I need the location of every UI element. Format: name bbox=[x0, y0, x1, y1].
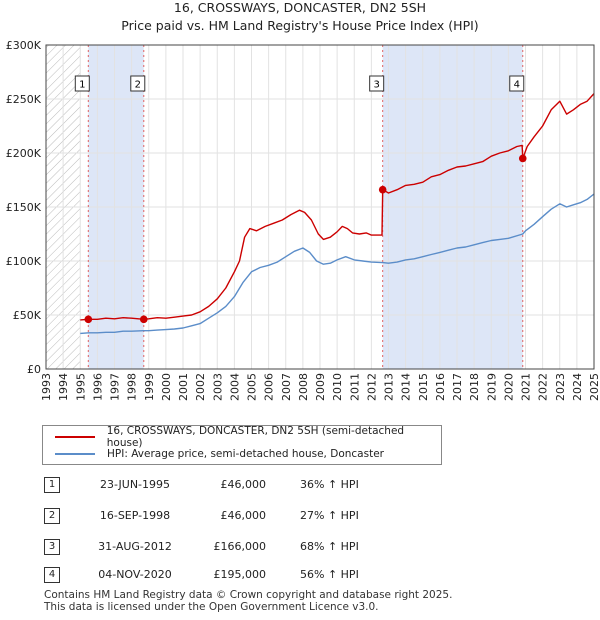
x-tick-label: 2001 bbox=[177, 373, 190, 401]
legend-price-swatch bbox=[55, 436, 95, 438]
transaction-point bbox=[84, 315, 93, 324]
transaction-label-box bbox=[130, 75, 146, 92]
y-tick-label: £300K bbox=[6, 39, 42, 52]
price-line bbox=[80, 93, 595, 321]
attribution-line-2: This data is licensed under the Open Gov… bbox=[44, 600, 379, 613]
transaction-price: £46,000 bbox=[220, 509, 267, 522]
x-tick-label: 2007 bbox=[280, 373, 293, 401]
x-tick-label: 2020 bbox=[502, 373, 515, 401]
transaction-point bbox=[139, 315, 148, 324]
x-tick-label: 1993 bbox=[40, 373, 53, 401]
x-tick-label: 2016 bbox=[434, 373, 447, 401]
transaction-date: 31-AUG-2012 bbox=[98, 540, 172, 553]
transaction-price: £166,000 bbox=[213, 540, 267, 553]
x-tick-label: 2024 bbox=[571, 373, 584, 401]
transaction-number: 1 bbox=[44, 477, 60, 493]
transaction-hpi: 56% ↑ HPI bbox=[300, 568, 359, 581]
transaction-number: 4 bbox=[44, 567, 60, 583]
transaction-number: 2 bbox=[44, 508, 60, 524]
x-tick-label: 2013 bbox=[383, 373, 396, 401]
chart-subtitle: Price paid vs. HM Land Registry's House … bbox=[121, 18, 478, 33]
transaction-point bbox=[518, 154, 527, 163]
legend: 16, CROSSWAYS, DONCASTER, DN2 5SH (semi-… bbox=[42, 425, 442, 465]
transaction-date: 23-JUN-1995 bbox=[99, 478, 171, 491]
x-tick-label: 2009 bbox=[314, 373, 327, 401]
y-tick-label: £0 bbox=[27, 363, 41, 376]
attribution: Contains HM Land Registry data © Crown c… bbox=[44, 589, 453, 613]
x-tick-label: 1997 bbox=[109, 373, 122, 401]
transaction-date: 04-NOV-2020 bbox=[98, 568, 172, 581]
legend-hpi-swatch bbox=[55, 453, 95, 455]
transaction-hpi: 68% ↑ HPI bbox=[300, 540, 359, 553]
x-tick-label: 2010 bbox=[331, 373, 344, 401]
y-tick-label: £200K bbox=[6, 147, 42, 160]
x-tick-label: 2011 bbox=[348, 373, 361, 401]
x-tick-label: 2005 bbox=[246, 373, 259, 401]
transaction-label-box bbox=[369, 75, 385, 92]
x-tick-label: 2015 bbox=[417, 373, 430, 401]
transaction-label-box bbox=[509, 75, 525, 92]
x-tick-label: 2003 bbox=[211, 373, 224, 401]
x-tick-label: 2012 bbox=[365, 373, 378, 401]
x-tick-label: 1994 bbox=[57, 373, 70, 401]
x-tick-label: 2021 bbox=[520, 373, 533, 401]
y-tick-label: £50K bbox=[13, 309, 42, 322]
x-tick-label: 1999 bbox=[143, 373, 156, 401]
x-tick-label: 1995 bbox=[74, 373, 87, 401]
plot-frame bbox=[45, 44, 595, 370]
y-tick-label: £100K bbox=[6, 255, 42, 268]
y-tick-label: £150K bbox=[6, 201, 42, 214]
x-tick-label: 1998 bbox=[126, 373, 139, 401]
hpi-line bbox=[80, 193, 595, 335]
transaction-label: 1 bbox=[79, 80, 85, 91]
legend-price-label: 16, CROSSWAYS, DONCASTER, DN2 5SH (semi-… bbox=[106, 425, 405, 449]
x-tick-label: 2004 bbox=[228, 373, 241, 401]
transaction-price: £46,000 bbox=[220, 478, 267, 491]
price-chart: 16, CROSSWAYS, DONCASTER, DN2 5SH Price … bbox=[6, 0, 600, 401]
transaction-label: 3 bbox=[373, 80, 379, 91]
attribution-line-1: Contains HM Land Registry data © Crown c… bbox=[44, 589, 453, 601]
x-tick-label: 2006 bbox=[263, 373, 276, 401]
x-tick-label: 2019 bbox=[485, 373, 498, 401]
x-tick-label: 2014 bbox=[400, 373, 413, 401]
transaction-label-box bbox=[74, 75, 90, 92]
x-tick-label: 1996 bbox=[91, 373, 104, 401]
x-tick-label: 2025 bbox=[588, 373, 600, 401]
y-tick-label: £250K bbox=[6, 93, 42, 106]
x-tick-label: 2023 bbox=[554, 373, 567, 401]
x-tick-label: 2008 bbox=[297, 373, 310, 401]
x-tick-label: 2018 bbox=[468, 373, 481, 401]
legend-item-price: 16, CROSSWAYS, DONCASTER, DN2 5SH (semi-… bbox=[55, 425, 441, 449]
legend-item-hpi: HPI: Average price, semi-detached house,… bbox=[55, 446, 384, 462]
x-tick-label: 2000 bbox=[160, 373, 173, 401]
transaction-hpi: 27% ↑ HPI bbox=[300, 509, 359, 522]
transaction-date: 16-SEP-1998 bbox=[99, 509, 171, 522]
transaction-label: 2 bbox=[135, 80, 141, 91]
chart-title: 16, CROSSWAYS, DONCASTER, DN2 5SH bbox=[174, 0, 426, 15]
transaction-point bbox=[378, 185, 387, 194]
transaction-label: 4 bbox=[514, 80, 520, 91]
legend-hpi-label: HPI: Average price, semi-detached house,… bbox=[107, 448, 384, 460]
x-tick-label: 2022 bbox=[537, 373, 550, 401]
x-tick-label: 2002 bbox=[194, 373, 207, 401]
transaction-hpi: 36% ↑ HPI bbox=[300, 478, 359, 491]
x-tick-label: 2017 bbox=[451, 373, 464, 401]
transaction-number: 3 bbox=[44, 539, 60, 555]
transaction-price: £195,000 bbox=[213, 568, 267, 581]
